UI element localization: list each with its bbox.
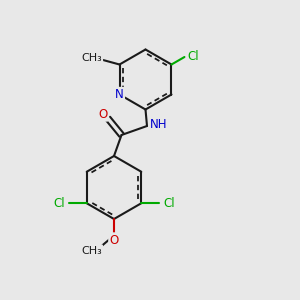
Text: NH: NH (150, 118, 167, 131)
Text: O: O (110, 233, 118, 247)
Text: Cl: Cl (187, 50, 199, 64)
Text: N: N (115, 88, 124, 101)
Text: CH₃: CH₃ (81, 53, 102, 64)
Text: Cl: Cl (164, 197, 175, 210)
Text: CH₃: CH₃ (81, 245, 102, 256)
Text: O: O (98, 107, 107, 121)
Text: Cl: Cl (53, 197, 64, 210)
